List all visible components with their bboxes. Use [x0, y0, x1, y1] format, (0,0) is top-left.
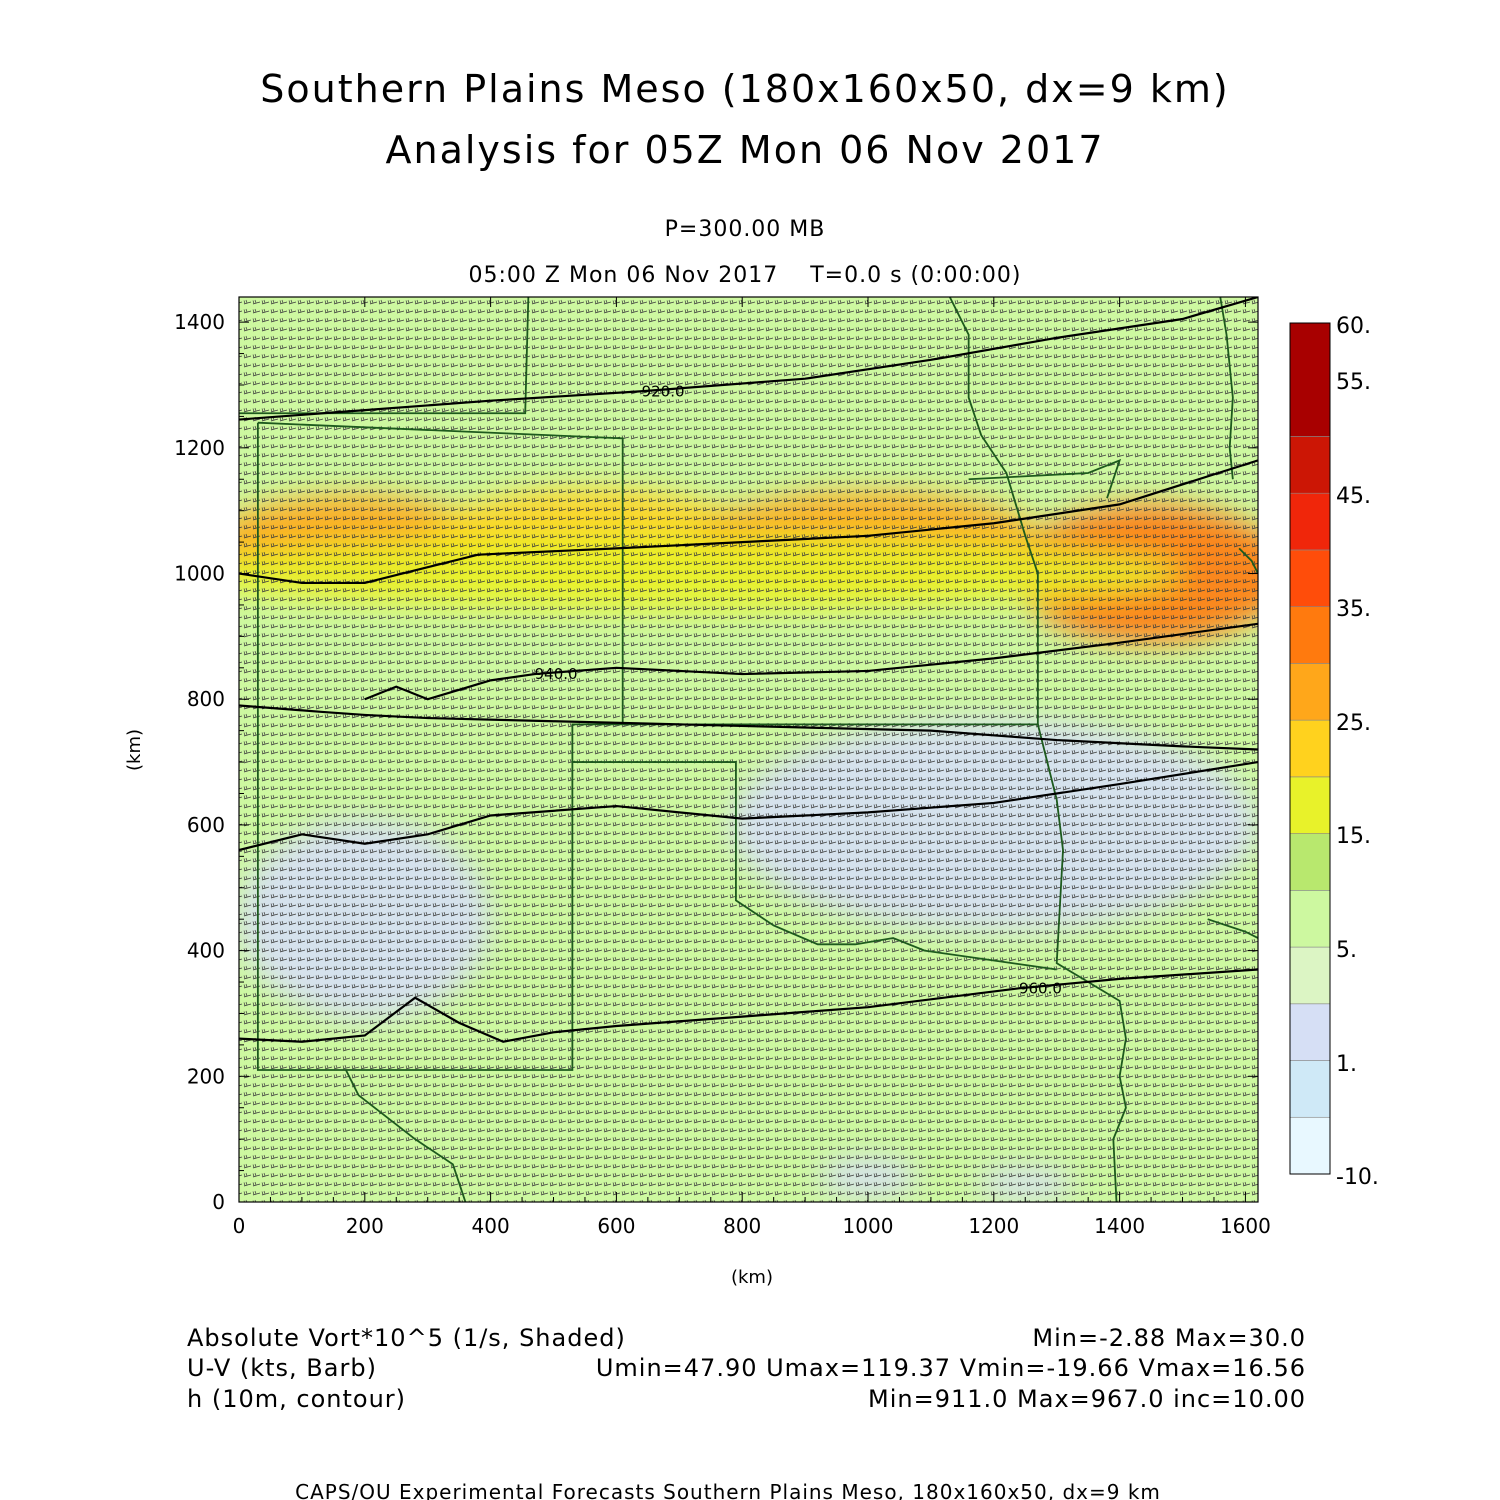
- colorbar-swatch-4: [1289, 890, 1331, 948]
- wind-label: U-V (kts, Barb): [187, 1354, 377, 1382]
- x-tick-label-6: 1200: [968, 1214, 1019, 1238]
- height-contour-4: [239, 760, 1258, 852]
- y-tick-label-3: 600: [187, 813, 225, 837]
- chart-title: Southern Plains Meso (180x160x50, dx=9 k…: [260, 67, 1229, 111]
- wind-barbs: [239, 297, 1258, 1202]
- y-tick-label-1: 200: [187, 1064, 225, 1088]
- height-stats: Min=911.0 Max=967.0 inc=10.00: [868, 1385, 1306, 1413]
- colorbar-swatch-9: [1289, 606, 1331, 664]
- height-contour-1: [239, 459, 1258, 585]
- contour-label-0: 920.0: [642, 382, 685, 400]
- colorbar-label-3: 35.: [1336, 597, 1371, 622]
- state-border-6: [1219, 297, 1234, 480]
- x-tick-label-4: 800: [723, 1214, 761, 1238]
- credit-line: CAPS/OU Experimental Forecasts Southern …: [295, 1480, 1161, 1500]
- state-border-1: [256, 421, 624, 1071]
- vorticity-label: Absolute Vort*10^5 (1/s, Shaded): [187, 1324, 626, 1352]
- height-contour-3: [239, 704, 1258, 751]
- y-tick-label-6: 1200: [174, 436, 225, 460]
- state-border-8: [1238, 547, 1258, 574]
- colorbar-frame: [1289, 322, 1331, 1175]
- colorbar-label-0: 60.: [1336, 314, 1371, 339]
- colorbar-swatch-6: [1289, 776, 1331, 834]
- colorbar: 60. 55. 45. 35. 25. 15. 5. 1. -10.: [1289, 314, 1379, 1190]
- y-tick-label-0: 0: [212, 1190, 225, 1214]
- y-axis-label: (km): [124, 729, 145, 771]
- plot-frame: [238, 296, 1259, 1203]
- height-contour-2: [364, 622, 1258, 701]
- colorbar-swatch-10: [1289, 549, 1331, 607]
- colorbar-swatch-7: [1289, 719, 1331, 778]
- colorbar-swatch-3: [1289, 946, 1331, 1005]
- x-tick-label-3: 600: [597, 1214, 635, 1238]
- colorbar-swatch-5: [1289, 833, 1331, 891]
- colorbar-label-2: 45.: [1336, 484, 1371, 509]
- colorbar-label-8: -10.: [1336, 1165, 1379, 1190]
- valid-time: 05:00 Z Mon 06 Nov 2017 T=0.0 s (0:00:00…: [469, 263, 1022, 288]
- colorbar-label-7: 1.: [1336, 1052, 1357, 1077]
- colorbar-swatch-13: [1289, 322, 1331, 437]
- plot-area: 920.0 940.0 960.0: [239, 297, 1258, 1202]
- colorbar-swatch-1: [1289, 1060, 1331, 1118]
- state-border-7: [345, 1069, 467, 1202]
- colorbar-label-6: 5.: [1336, 938, 1357, 963]
- x-tick-label-2: 400: [472, 1214, 510, 1238]
- height-contours: 920.0 940.0 960.0: [239, 297, 1258, 1043]
- x-tick-label-7: 1400: [1094, 1214, 1145, 1238]
- y-tick-label-2: 400: [187, 939, 225, 963]
- contour-label-5: 960.0: [1019, 979, 1062, 997]
- y-tick-label-5: 1000: [174, 562, 225, 586]
- colorbar-swatch-0: [1289, 1116, 1331, 1175]
- y-tick-label-7: 1400: [174, 310, 225, 334]
- state-border-4: [968, 458, 1122, 499]
- colorbar-swatch-12: [1289, 436, 1331, 494]
- height-label: h (10m, contour): [187, 1385, 406, 1413]
- x-tick-label-0: 0: [233, 1214, 246, 1238]
- chart-subtitle: Analysis for 05Z Mon 06 Nov 2017: [385, 128, 1104, 172]
- pressure-level: P=300.00 MB: [665, 217, 826, 242]
- x-tick-label-1: 200: [346, 1214, 384, 1238]
- x-axis-label: (km): [731, 1267, 773, 1288]
- colorbar-swatch-2: [1289, 1003, 1331, 1061]
- colorbar-swatch-8: [1289, 663, 1331, 721]
- state-border-3: [572, 761, 1057, 971]
- contour-label-2: 940.0: [535, 665, 578, 683]
- vorticity-stats: Min=-2.88 Max=30.0: [1032, 1324, 1306, 1352]
- colorbar-label-1: 55.: [1336, 370, 1371, 395]
- height-contour-0: [239, 297, 1258, 421]
- axes: 0 200 400 600 800 1000 1200 1400 1600 0 200 400 600 8…: [174, 297, 1271, 1238]
- x-tick-label-8: 1600: [1220, 1214, 1271, 1238]
- colorbar-label-5: 15.: [1336, 824, 1371, 849]
- y-tick-label-4: 800: [187, 687, 225, 711]
- wind-stats: Umin=47.90 Umax=119.37 Vmin=-19.66 Vmax=…: [596, 1354, 1306, 1382]
- state-border-5: [948, 297, 1127, 1202]
- colorbar-label-4: 25.: [1336, 711, 1371, 736]
- colorbar-swatch-11: [1289, 492, 1331, 551]
- x-tick-label-5: 1000: [843, 1214, 894, 1238]
- state-border-9: [1207, 918, 1258, 939]
- height-contour-5: [239, 968, 1258, 1043]
